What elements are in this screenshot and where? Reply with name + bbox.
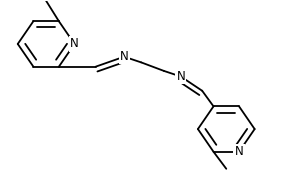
Text: N: N — [120, 50, 128, 63]
Text: N: N — [235, 145, 243, 158]
Text: N: N — [70, 37, 79, 51]
Text: N: N — [177, 70, 185, 83]
